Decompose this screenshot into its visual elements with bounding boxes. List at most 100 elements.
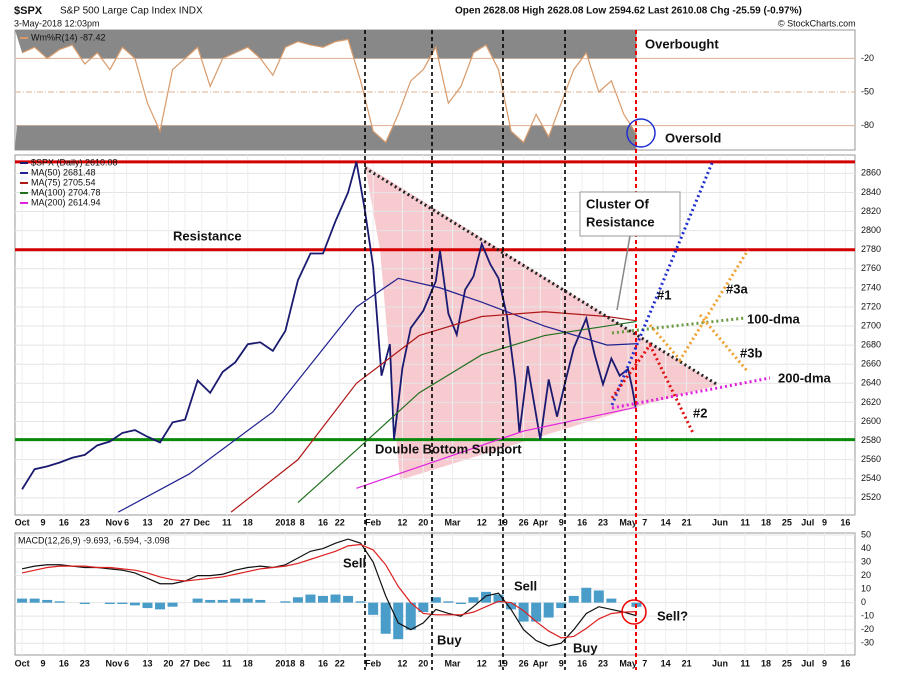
y-tick-label: 2700 — [861, 320, 881, 330]
series-line — [21, 538, 637, 647]
x-tick-label: 16 — [577, 517, 587, 527]
x-tick-label: 27 — [180, 517, 190, 527]
quote: Open 2628.08 High 2628.08 Low 2594.62 La… — [455, 6, 802, 17]
x-tick-label: 9 — [559, 658, 564, 668]
histogram-bar — [543, 602, 554, 618]
annotation: Buy — [573, 640, 598, 655]
x-tick-label: 13 — [142, 658, 152, 668]
annotation: #3a — [726, 281, 748, 296]
histogram-bar — [405, 602, 416, 630]
credit: © StockCharts.com — [778, 18, 856, 28]
annotation: Sell? — [657, 608, 688, 623]
sell-circle — [621, 599, 647, 625]
x-tick-label: Nov — [106, 658, 123, 668]
x-tick-label: 14 — [661, 517, 671, 527]
histogram-bar — [167, 602, 178, 607]
x-tick-label: 9 — [40, 658, 45, 668]
histogram-bar — [142, 602, 153, 609]
x-tick-label: 2018 — [275, 658, 295, 668]
annotation: Resistance — [173, 228, 242, 243]
x-tick-label: Jul — [801, 517, 814, 527]
y-tick-label: 0 — [861, 597, 866, 607]
x-tick-label: 2018 — [275, 517, 295, 527]
histogram-bar — [581, 587, 592, 603]
x-tick-label: 12 — [397, 517, 407, 527]
panel-title: MACD(12,26,9) -9.693, -6.594, -3.098 — [18, 535, 170, 545]
x-tick-label: Oct — [15, 658, 30, 668]
x-tick-label: Feb — [365, 658, 382, 668]
histogram-bar — [79, 602, 90, 605]
y-tick-label: 2660 — [861, 359, 881, 369]
histogram-bar — [54, 601, 65, 603]
y-tick-label: -20 — [861, 53, 874, 63]
x-tick-label: Apr — [533, 517, 549, 527]
x-tick-label: 12 — [477, 517, 487, 527]
x-tick-label: 16 — [318, 517, 328, 527]
legend-entry: Wm%R(14) -87.42 — [31, 32, 106, 42]
x-tick-label: 22 — [335, 517, 345, 527]
panel — [14, 154, 856, 516]
x-tick-label: 12 — [477, 658, 487, 668]
y-tick-label: 30 — [861, 556, 871, 566]
x-tick-label: 26 — [519, 658, 529, 668]
x-tick-label: 9 — [40, 517, 45, 527]
annotation: Sell — [343, 555, 366, 570]
x-tick-label: Dec — [194, 517, 211, 527]
histogram-bar — [443, 601, 454, 603]
histogram-bar — [518, 602, 529, 622]
y-tick-label: 2820 — [861, 206, 881, 216]
y-tick-label: -50 — [861, 86, 874, 96]
x-tick-label: 25 — [782, 517, 792, 527]
triangle-fill — [365, 165, 718, 480]
histogram-bar — [242, 598, 253, 603]
x-tick-label: Apr — [533, 658, 549, 668]
x-tick-label: 12 — [397, 658, 407, 668]
histogram-bar — [318, 595, 328, 603]
histogram-bar — [230, 598, 241, 603]
x-tick-label: 16 — [840, 658, 850, 668]
x-tick-label: 6 — [124, 517, 129, 527]
histogram-bar — [280, 601, 291, 603]
x-tick-label: 7 — [642, 517, 647, 527]
y-tick-label: 2680 — [861, 340, 881, 350]
x-tick-label: 8 — [300, 517, 305, 527]
histogram-bar — [493, 594, 504, 603]
histogram-bar — [17, 598, 28, 603]
x-tick-label: 20 — [163, 658, 173, 668]
histogram-bar — [531, 602, 542, 622]
x-tick-label: 16 — [59, 517, 69, 527]
oversold-circle — [626, 118, 656, 148]
x-tick-label: May — [619, 517, 637, 527]
x-tick-label: Oct — [15, 517, 30, 527]
y-tick-label: 2560 — [861, 454, 881, 464]
legend-entry: MA(50) 2681.48 — [31, 167, 96, 177]
histogram-bar — [556, 602, 567, 609]
x-tick-label: Mar — [445, 658, 462, 668]
histogram-bar — [343, 595, 354, 603]
annotation: #3b — [740, 345, 762, 360]
overbought-shade — [15, 30, 637, 59]
histogram-bar — [117, 602, 128, 605]
y-tick-label: -20 — [861, 624, 874, 634]
y-tick-label: 2840 — [861, 187, 881, 197]
x-tick-label: 11 — [222, 658, 232, 668]
x-tick-label: 18 — [243, 658, 253, 668]
histogram-bar — [430, 597, 441, 603]
x-tick-label: Nov — [106, 517, 123, 527]
histogram-bar — [255, 599, 266, 603]
x-tick-label: May — [619, 658, 637, 668]
y-tick-label: 2540 — [861, 473, 881, 483]
y-tick-label: 20 — [861, 570, 871, 580]
annotation: #1 — [657, 287, 671, 302]
annotation: Sell — [514, 578, 537, 593]
x-tick-label: 11 — [740, 517, 750, 527]
x-tick-label: 13 — [142, 517, 152, 527]
x-tick-label: 23 — [80, 658, 90, 668]
y-tick-label: 2860 — [861, 168, 881, 178]
oversold-shade — [15, 125, 637, 150]
x-tick-label: Feb — [365, 517, 382, 527]
x-tick-label: 21 — [682, 517, 692, 527]
x-tick-label: 11 — [222, 517, 232, 527]
y-tick-label: 2720 — [861, 301, 881, 311]
